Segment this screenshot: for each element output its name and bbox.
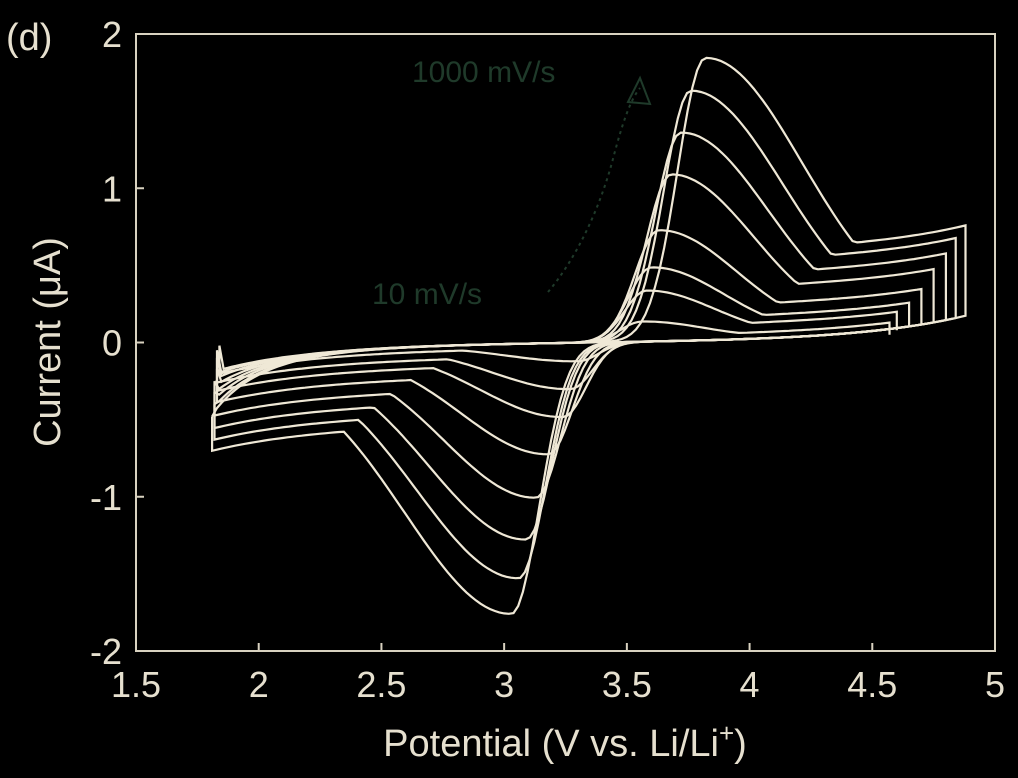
- annotation-fast-scan: 1000 mV/s: [412, 56, 555, 89]
- cv-series-8: [211, 56, 967, 615]
- x-axis-label-main: Potential (V vs. Li/Li: [383, 723, 719, 765]
- y-tick-label: 2: [102, 14, 122, 55]
- x-tick-label: 3: [494, 664, 514, 705]
- x-tick-label: 2.5: [356, 664, 406, 705]
- x-axis-ticks: 1.5 2 2.5 3 3.5 4 4.5 5: [111, 643, 1005, 705]
- panel-label: (d): [6, 17, 52, 59]
- y-tick-label: 0: [102, 323, 122, 364]
- x-tick-label: 4: [740, 664, 760, 705]
- y-tick-label: -2: [90, 631, 122, 672]
- annotation-arrow-icon: [626, 75, 652, 106]
- annotation-slow-scan: 10 mV/s: [372, 278, 482, 311]
- x-tick-label: 5: [985, 664, 1005, 705]
- y-tick-label: 1: [102, 168, 122, 209]
- y-axis-ticks: 2 1 0 -1 -2: [90, 14, 144, 672]
- cv-series-6: [213, 131, 947, 541]
- x-tick-label: 2: [249, 664, 269, 705]
- x-axis-label-close: ): [734, 723, 747, 765]
- y-tick-label: -1: [90, 477, 122, 518]
- x-tick-label: 3.5: [602, 664, 652, 705]
- cv-curves: [211, 56, 967, 615]
- y-axis-label: Current (μA): [27, 237, 69, 447]
- x-axis-label: Potential (V vs. Li/Li+): [383, 718, 747, 765]
- annotation-leader-line: [547, 87, 641, 293]
- x-tick-label: 4.5: [847, 664, 897, 705]
- annotation-group: 1000 mV/s 10 mV/s: [372, 56, 652, 311]
- x-tick-label: 1.5: [111, 664, 161, 705]
- x-axis-label-superscript: +: [719, 718, 734, 748]
